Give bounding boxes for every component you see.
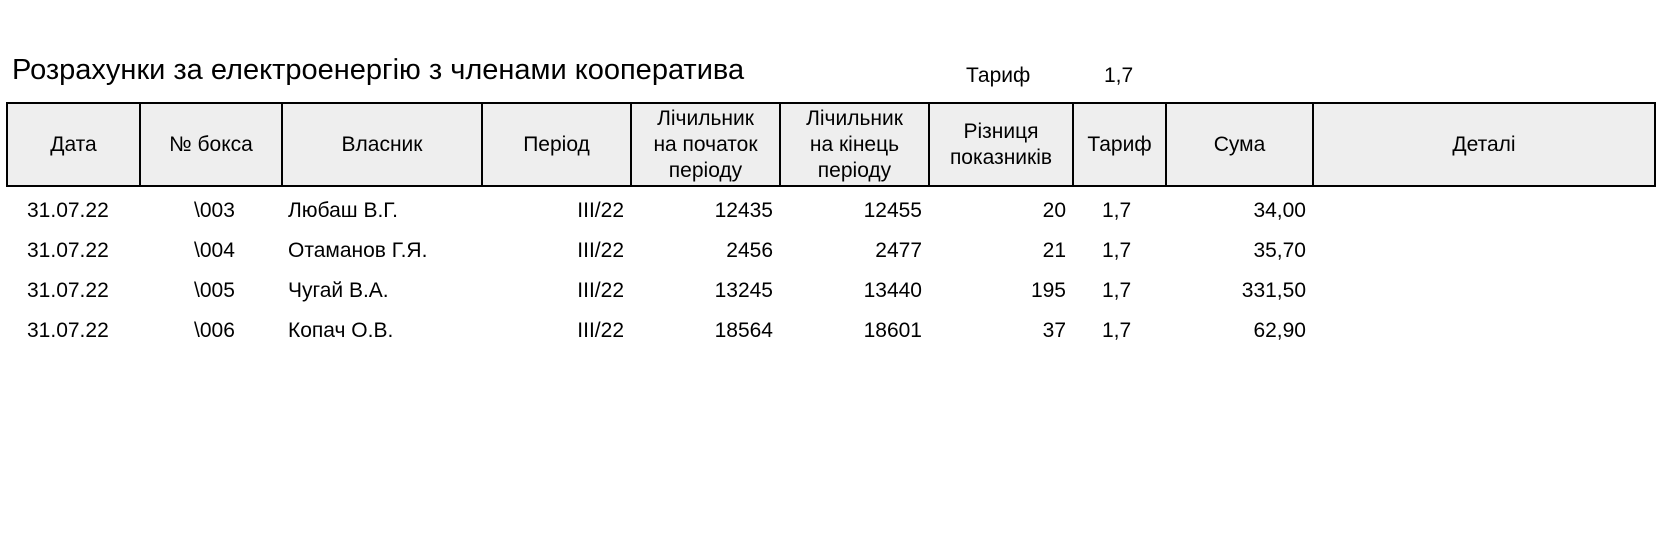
header-details[interactable]: Деталі	[1314, 104, 1656, 185]
header-period[interactable]: Період	[483, 104, 632, 185]
cell-meter-end[interactable]: 18601	[863, 319, 922, 342]
cell-box-number[interactable]: \006	[194, 319, 235, 342]
cell-owner[interactable]: Чугай В.А.	[288, 279, 389, 302]
cell-sum[interactable]: 34,00	[1253, 199, 1306, 222]
cell-box-number[interactable]: \003	[194, 199, 235, 222]
cell-sum[interactable]: 331,50	[1241, 279, 1306, 302]
cell-meter-start[interactable]: 2456	[726, 239, 773, 262]
cell-tariff[interactable]: 1,7	[1102, 239, 1132, 262]
page-title: Розрахунки за електроенергію з членами к…	[12, 54, 745, 86]
cell-period[interactable]: III/22	[577, 279, 624, 302]
cell-meter-start[interactable]: 13245	[714, 279, 773, 302]
header-sum[interactable]: Сума	[1167, 104, 1314, 185]
cell-meter-end[interactable]: 12455	[863, 199, 922, 222]
cell-owner[interactable]: Отаманов Г.Я.	[288, 239, 428, 262]
cell-difference[interactable]: 21	[1042, 239, 1066, 262]
header-box-number[interactable]: № бокса	[141, 104, 283, 185]
cell-owner[interactable]: Копач О.В.	[288, 319, 394, 342]
header-meter-start[interactable]: Лічильник на початок періоду	[632, 104, 781, 185]
cell-period[interactable]: III/22	[577, 319, 624, 342]
cell-box-number[interactable]: \004	[194, 239, 235, 262]
header-date[interactable]: Дата	[8, 104, 141, 185]
cell-difference[interactable]: 195	[1030, 279, 1066, 302]
table-row: 31.07.22 \003 Любаш В.Г. III/22 12435 12…	[6, 191, 1656, 231]
table-row: 31.07.22 \005 Чугай В.А. III/22 13245 13…	[6, 271, 1656, 311]
cell-period[interactable]: III/22	[577, 239, 624, 262]
header-difference[interactable]: Різниця показників	[930, 104, 1074, 185]
cell-tariff[interactable]: 1,7	[1102, 199, 1132, 222]
table-row: 31.07.22 \004 Отаманов Г.Я. III/22 2456 …	[6, 231, 1656, 271]
electricity-table: Дата № бокса Власник Період Лічильник на…	[6, 102, 1656, 351]
cell-difference[interactable]: 37	[1042, 319, 1066, 342]
cell-sum[interactable]: 35,70	[1253, 239, 1306, 262]
cell-tariff[interactable]: 1,7	[1102, 279, 1132, 302]
cell-meter-start[interactable]: 12435	[714, 199, 773, 222]
header-meter-end[interactable]: Лічильник на кінець періоду	[781, 104, 930, 185]
cell-meter-start[interactable]: 18564	[714, 319, 773, 342]
cell-meter-end[interactable]: 13440	[863, 279, 922, 302]
cell-date[interactable]: 31.07.22	[27, 199, 109, 222]
table-row: 31.07.22 \006 Копач О.В. III/22 18564 18…	[6, 311, 1656, 351]
cell-date[interactable]: 31.07.22	[27, 279, 109, 302]
tariff-value[interactable]: 1,7	[1104, 64, 1134, 87]
cell-difference[interactable]: 20	[1042, 199, 1066, 222]
cell-meter-end[interactable]: 2477	[875, 239, 922, 262]
cell-period[interactable]: III/22	[577, 199, 624, 222]
tariff-label: Тариф	[966, 64, 1031, 87]
cell-owner[interactable]: Любаш В.Г.	[288, 199, 398, 222]
cell-tariff[interactable]: 1,7	[1102, 319, 1132, 342]
table-header-row: Дата № бокса Власник Період Лічильник на…	[6, 102, 1656, 187]
cell-box-number[interactable]: \005	[194, 279, 235, 302]
cell-date[interactable]: 31.07.22	[27, 239, 109, 262]
cell-date[interactable]: 31.07.22	[27, 319, 109, 342]
header-owner[interactable]: Власник	[283, 104, 483, 185]
cell-sum[interactable]: 62,90	[1253, 319, 1306, 342]
header-tariff[interactable]: Тариф	[1074, 104, 1167, 185]
